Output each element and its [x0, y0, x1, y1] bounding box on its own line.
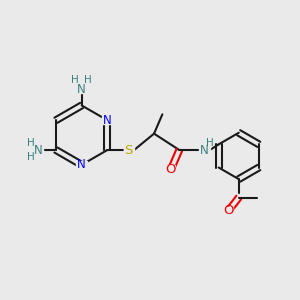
Bar [167, 165, 176, 173]
Bar [77, 86, 86, 93]
Text: S: S [124, 143, 133, 157]
Bar [124, 146, 134, 154]
Text: N: N [77, 83, 86, 96]
Text: N: N [34, 143, 42, 157]
Text: H: H [27, 152, 35, 161]
Text: O: O [166, 163, 176, 176]
Text: H: H [71, 76, 79, 85]
Bar [102, 116, 112, 124]
Bar [34, 146, 43, 154]
Bar [199, 146, 210, 154]
Text: H: H [206, 138, 214, 148]
Text: N: N [200, 143, 208, 157]
Text: O: O [223, 204, 234, 218]
Bar [76, 161, 87, 169]
Text: H: H [84, 76, 92, 85]
Text: N: N [77, 158, 86, 171]
Text: H: H [27, 139, 35, 148]
Bar [224, 207, 233, 215]
Text: N: N [103, 114, 112, 127]
